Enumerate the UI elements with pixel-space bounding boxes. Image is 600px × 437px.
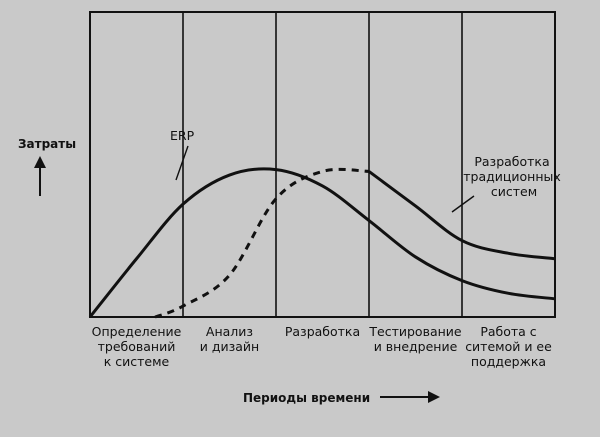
series-label-erp: ERP: [170, 128, 195, 143]
series-line-1-dashed: [154, 167, 370, 319]
y-axis-label: Затраты: [18, 137, 76, 151]
x-axis-arrow: [380, 391, 440, 403]
series-label-traditional: Разработка традиционных систем: [463, 154, 565, 199]
erp-label-leader: [175, 145, 189, 181]
phase-label-2: Анализ и дизайн: [200, 324, 259, 354]
plot-frame: [89, 11, 556, 318]
phase-label-4: Тестирование и внедрение: [368, 324, 462, 354]
phase-label-5: Работа с ситемой и ее поддержка: [465, 324, 552, 369]
svg-text:Разработка традиционны: Разработка традиционных систем: [463, 154, 565, 199]
series-line-1-solid: [368, 170, 556, 261]
phase-label-3: Разработка: [285, 324, 360, 339]
y-axis-arrow: [34, 156, 46, 196]
x-axis-label: Периоды времени: [243, 391, 370, 405]
phase-label-1: Определение требований к системе: [92, 324, 182, 369]
traditional-label-leader: [451, 195, 475, 213]
series-line-0: [88, 167, 556, 318]
